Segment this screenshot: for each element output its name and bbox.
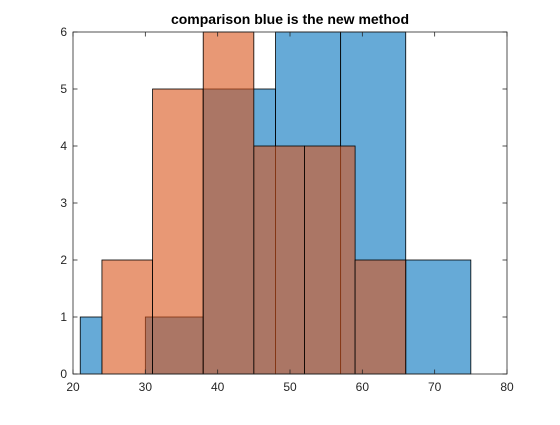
y-tick-label: 0 [60, 367, 67, 381]
histogram-bar-series-2-bin-2 [152, 88, 204, 375]
x-tick-label: 30 [139, 380, 153, 394]
x-tick-label: 80 [500, 380, 514, 394]
x-tick-label: 70 [428, 380, 442, 394]
y-tick-label: 3 [60, 196, 67, 210]
x-tick-label: 50 [283, 380, 297, 394]
x-tick-label: 20 [66, 380, 80, 394]
histogram-bar-series-2-bin-5 [304, 145, 356, 375]
ticks-group: 20 30 40 50 60 70 80 0 1 2 3 4 5 6 [60, 25, 514, 394]
histogram-bar-series-1-bin-6 [405, 259, 472, 375]
histogram-bar-series-2-bin-3 [202, 31, 255, 375]
y-tick-label: 2 [60, 253, 67, 267]
x-tick-label: 60 [356, 380, 370, 394]
x-tick-label: 40 [211, 380, 225, 394]
y-tick-label: 4 [60, 139, 67, 153]
y-tick-label: 1 [60, 310, 67, 324]
y-tick-label: 6 [60, 25, 67, 39]
histogram-bar-series-2-bin-6 [354, 259, 407, 375]
histogram-bar-series-2-bin-1 [101, 259, 153, 375]
histogram-bar-series-2-bin-4 [253, 145, 305, 375]
y-tick-label: 5 [60, 82, 67, 96]
histogram-bar-series-1-bin-1 [79, 316, 103, 375]
chart-title: comparison blue is the new method [171, 11, 409, 27]
